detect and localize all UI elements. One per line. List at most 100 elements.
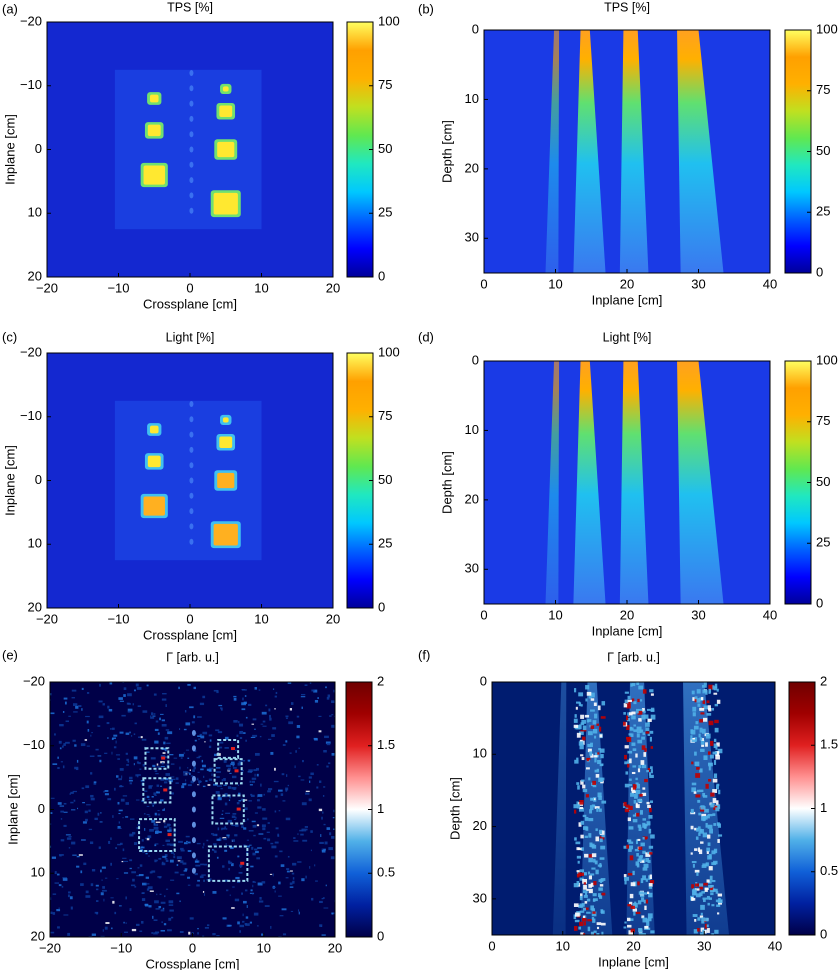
speckle bbox=[82, 801, 85, 804]
speckle bbox=[127, 708, 133, 712]
heatmap-image bbox=[484, 30, 770, 273]
speckle bbox=[54, 675, 56, 677]
speckle bbox=[133, 689, 136, 692]
speckle bbox=[259, 735, 262, 738]
speckle bbox=[143, 813, 146, 815]
speckle bbox=[649, 766, 653, 770]
speckle bbox=[709, 875, 713, 881]
speckle bbox=[235, 648, 238, 651]
speckle bbox=[154, 812, 157, 816]
speckle bbox=[692, 706, 697, 712]
speckle bbox=[594, 735, 597, 739]
speckle bbox=[239, 737, 243, 739]
speckle bbox=[692, 712, 696, 717]
speckle bbox=[241, 769, 244, 772]
speckle bbox=[231, 907, 235, 909]
speckle bbox=[706, 879, 710, 883]
x-tick-label: −20 bbox=[36, 611, 58, 626]
speckle bbox=[694, 888, 700, 891]
speckle bbox=[208, 734, 213, 737]
speckle bbox=[717, 893, 723, 897]
speckle bbox=[167, 929, 172, 932]
speckle bbox=[624, 754, 627, 760]
speckle bbox=[691, 761, 694, 765]
speckle bbox=[149, 828, 154, 832]
speckle bbox=[587, 919, 592, 922]
speckle bbox=[211, 673, 213, 675]
speckle bbox=[272, 886, 276, 888]
speckle bbox=[154, 794, 157, 796]
beam bbox=[545, 30, 560, 273]
speckle bbox=[596, 922, 602, 926]
speckle bbox=[172, 646, 173, 648]
speckle bbox=[260, 644, 262, 645]
speckle bbox=[718, 789, 721, 795]
speckle bbox=[41, 894, 43, 895]
x-tick-label: 0 bbox=[480, 276, 487, 291]
speckle bbox=[270, 751, 274, 755]
speckle bbox=[649, 730, 654, 734]
speckle bbox=[285, 740, 288, 743]
speckle bbox=[168, 945, 169, 946]
marker-dot bbox=[191, 775, 196, 782]
speckle bbox=[134, 886, 137, 888]
speckle bbox=[579, 877, 584, 881]
speckle bbox=[582, 907, 586, 911]
speckle bbox=[124, 931, 128, 934]
x-tick-label: 30 bbox=[697, 938, 711, 953]
speckle bbox=[648, 828, 652, 834]
panel: (d) Light [%]Inplane [cm]Depth [cm]0 10 20 3… bbox=[418, 329, 838, 638]
speckle bbox=[649, 736, 652, 742]
speckle bbox=[167, 829, 172, 832]
speckle bbox=[83, 862, 87, 866]
marker-dot bbox=[189, 161, 194, 168]
speckle bbox=[34, 892, 38, 893]
speckle bbox=[232, 765, 235, 767]
speckle bbox=[697, 847, 701, 852]
speckle bbox=[183, 771, 188, 774]
speckle bbox=[627, 763, 630, 768]
speckle bbox=[70, 906, 73, 910]
speckle bbox=[624, 761, 629, 765]
speckle bbox=[218, 945, 220, 946]
speckle bbox=[262, 720, 266, 723]
speckle bbox=[50, 911, 53, 914]
speckle bbox=[94, 817, 98, 821]
x-tick-label: 0 bbox=[480, 607, 487, 622]
speckle bbox=[321, 850, 326, 853]
speckle bbox=[216, 785, 222, 787]
speckle bbox=[321, 897, 324, 900]
speckle bbox=[47, 700, 48, 703]
speckle bbox=[59, 724, 64, 727]
speckle bbox=[212, 833, 218, 837]
speckle bbox=[582, 872, 587, 876]
speckle bbox=[146, 838, 150, 841]
speckle bbox=[248, 800, 252, 802]
speckle bbox=[57, 767, 60, 770]
speckle bbox=[153, 919, 158, 921]
speckle bbox=[593, 881, 597, 886]
speckle bbox=[205, 780, 208, 782]
speckle bbox=[705, 862, 709, 867]
speckle bbox=[74, 744, 77, 747]
speckle bbox=[62, 745, 64, 748]
speckle bbox=[211, 773, 213, 776]
x-tick-label: 10 bbox=[254, 280, 268, 295]
speckle bbox=[78, 854, 83, 856]
speckle bbox=[296, 725, 301, 728]
speckle bbox=[252, 852, 256, 856]
speckle bbox=[133, 763, 135, 766]
speckle bbox=[233, 720, 238, 723]
speckle bbox=[199, 702, 205, 706]
speckle bbox=[124, 646, 126, 649]
speckle bbox=[642, 836, 645, 840]
speckle bbox=[208, 745, 212, 749]
speckle bbox=[225, 812, 231, 815]
speckle bbox=[712, 798, 717, 803]
speckle bbox=[133, 756, 138, 760]
marker-dot bbox=[191, 730, 196, 736]
speckle bbox=[702, 795, 708, 798]
speckle bbox=[215, 791, 220, 794]
speckle bbox=[285, 788, 288, 792]
speckle bbox=[629, 893, 634, 899]
